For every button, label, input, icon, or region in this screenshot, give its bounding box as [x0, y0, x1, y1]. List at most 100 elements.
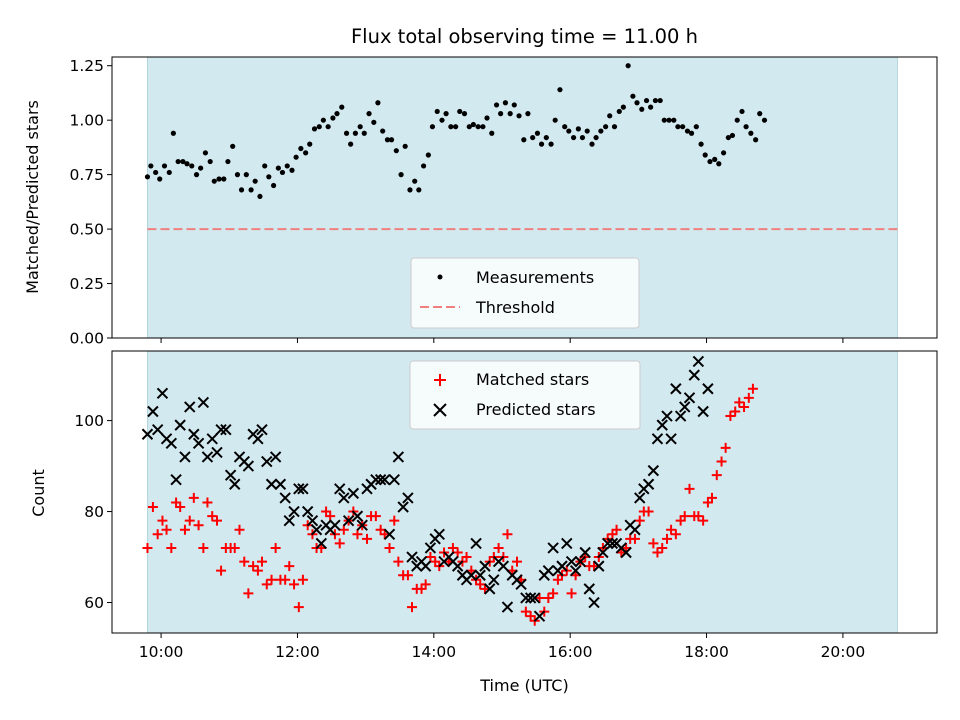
predicted-star-point [301, 505, 314, 518]
predicted-star-point [634, 492, 646, 504]
measurement-point [420, 163, 427, 169]
predicted-star-point [388, 474, 400, 486]
measurement-point [634, 100, 640, 106]
measurement-point [316, 124, 322, 130]
matched-star-point [543, 592, 554, 603]
measurement-point [402, 143, 408, 149]
matched-star-point [325, 511, 336, 522]
bottom-x-tick-label: 18:00 [684, 643, 729, 661]
top-y-axis-label: Matched/Predicted stars [23, 100, 42, 294]
matched-star-point [629, 533, 640, 544]
measurement-point [180, 158, 186, 165]
predicted-star-point [310, 524, 323, 536]
measurement-point [712, 156, 718, 162]
measurement-point [530, 134, 536, 141]
matched-star-point [425, 552, 436, 563]
matched-star-point [447, 542, 458, 553]
predicted-star-point [424, 542, 437, 554]
measurement-point [225, 158, 231, 165]
matched-star-point [747, 383, 758, 394]
legend-threshold-label: Threshold [475, 298, 555, 317]
predicted-star-point [670, 383, 682, 395]
predicted-star-point [702, 383, 714, 395]
measurement-point [538, 141, 545, 147]
measurement-point [498, 111, 504, 117]
matched-star-point [280, 574, 291, 585]
predicted-star-point [179, 451, 191, 463]
matched-star-point [166, 542, 177, 553]
legend-predicted-marker [433, 403, 447, 417]
x-axis-label: Time (UTC) [479, 676, 568, 695]
matched-star-point [212, 515, 222, 526]
matched-star-point [461, 552, 472, 563]
predicted-star-point [184, 401, 196, 413]
matched-star-point [257, 556, 267, 567]
predicted-star-point [397, 501, 409, 513]
matched-star-point [270, 542, 281, 553]
predicted-star-point [197, 396, 210, 409]
measurement-point [761, 117, 768, 123]
predicted-star-point [620, 546, 632, 559]
measurement-point [325, 124, 331, 130]
top-y-tick-label: 0.75 [69, 166, 104, 184]
matched-star-point [147, 502, 158, 513]
measurement-point [507, 111, 513, 117]
matched-star-point [193, 520, 204, 531]
measurement-point [671, 117, 677, 123]
predicted-star-point [647, 464, 660, 477]
matched-star-point [352, 529, 363, 540]
measurement-point [293, 154, 299, 160]
predicted-star-point [329, 519, 341, 531]
bottom-x-tick-label: 20:00 [821, 643, 866, 661]
predicted-star-point [569, 564, 582, 577]
predicted-star-point [579, 546, 591, 559]
measurement-point [343, 130, 350, 136]
predicted-star-point [342, 514, 355, 527]
top-legend-box [410, 257, 640, 329]
measurement-point [412, 178, 418, 184]
predicted-star-point [484, 583, 496, 595]
predicted-star-point [334, 483, 346, 495]
predicted-star-point [170, 474, 182, 486]
matched-star-point [652, 547, 663, 558]
bottom-y-tick-label: 60 [84, 594, 104, 612]
measurement-point [221, 176, 227, 182]
matched-star-point [611, 524, 622, 535]
matched-star-point [534, 592, 545, 603]
matched-star-point [734, 397, 745, 408]
bottom-panel: 60 80 100 10:00 12:00 14:00 16:00 18:00 20:00 Co… [29, 350, 938, 695]
matched-star-point [475, 579, 486, 590]
measurement-point [675, 124, 681, 130]
predicted-star-point [679, 401, 691, 413]
measurement-point [298, 145, 304, 152]
bottom-ticks: 60 80 100 10:00 12:00 14:00 16:00 18:00 20:00 [74, 412, 865, 661]
measurement-point [279, 169, 286, 176]
predicted-star-point [629, 524, 641, 536]
measurement-point [144, 174, 151, 180]
measurement-point [448, 124, 454, 130]
measurement-point [243, 172, 249, 178]
predicted-star-point [501, 601, 514, 613]
predicted-star-point [524, 592, 537, 604]
measurement-point [757, 111, 763, 117]
measurement-point [357, 124, 363, 130]
matched-star-point [284, 561, 295, 572]
predicted-star-point [338, 492, 350, 504]
measurement-point [643, 97, 650, 104]
top-y-tick-label: 0.00 [69, 330, 104, 348]
predicted-star-point [697, 405, 709, 418]
predicted-star-point [141, 428, 154, 440]
matched-star-point [720, 442, 731, 453]
predicted-star-point [402, 492, 414, 504]
measurement-point [716, 161, 722, 167]
measurement-point [720, 150, 727, 156]
measurement-point [548, 141, 554, 147]
measurement-point [480, 124, 486, 130]
predicted-star-point [220, 423, 232, 436]
measurement-point [652, 97, 659, 104]
matched-star-point [334, 538, 345, 549]
measurement-point [416, 187, 422, 193]
legend-matched-label: Matched stars [476, 370, 589, 389]
measurement-point [648, 104, 654, 110]
